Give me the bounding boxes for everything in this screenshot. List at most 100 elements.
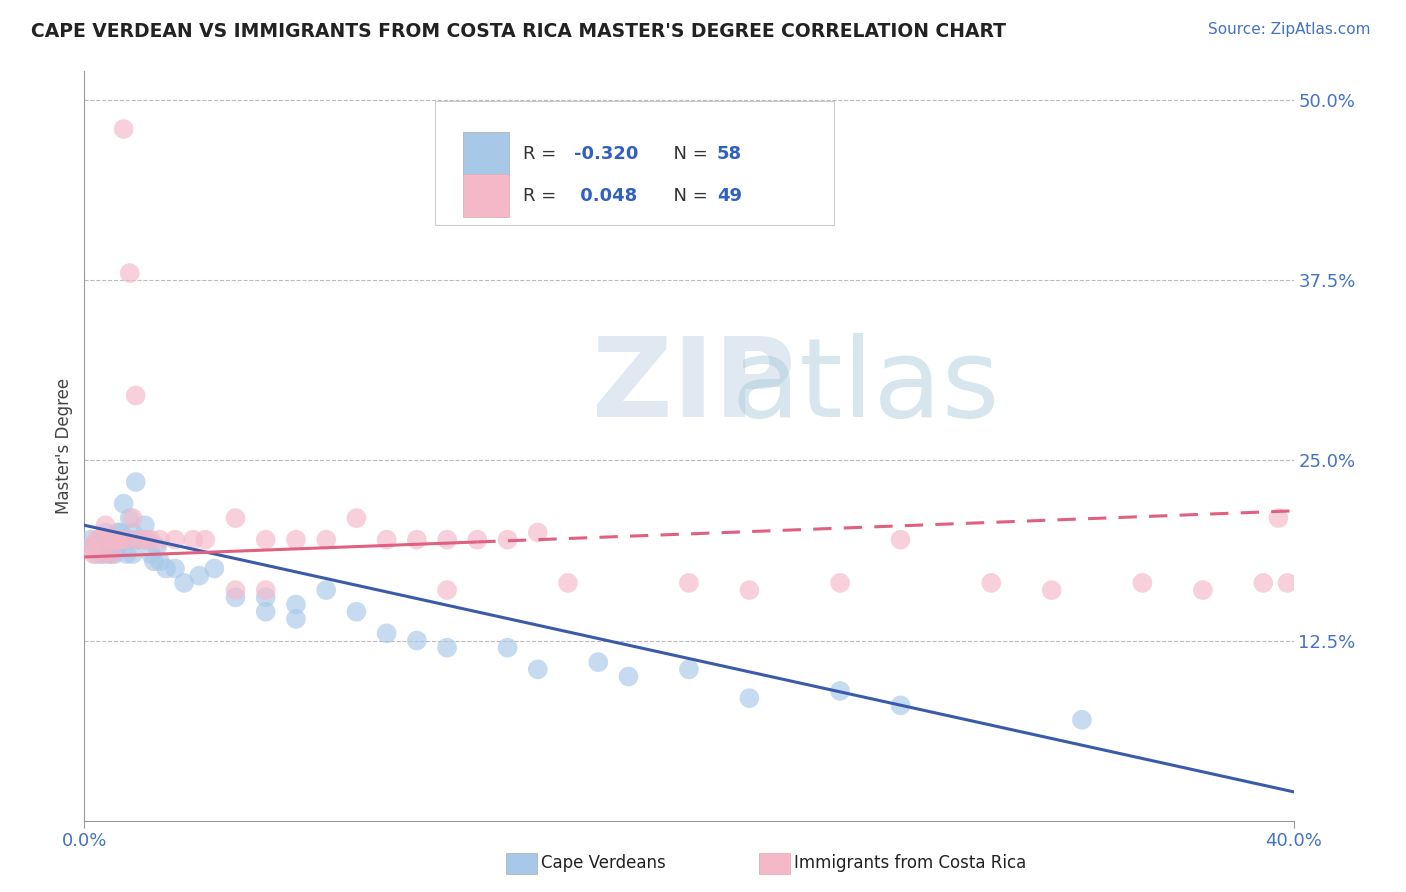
Y-axis label: Master's Degree: Master's Degree bbox=[55, 378, 73, 514]
Text: R =: R = bbox=[523, 145, 562, 163]
Point bbox=[115, 533, 138, 547]
Point bbox=[617, 669, 640, 683]
Point bbox=[225, 511, 247, 525]
Point bbox=[121, 525, 143, 540]
Point bbox=[406, 533, 429, 547]
Point bbox=[139, 547, 162, 561]
Point bbox=[134, 518, 156, 533]
Point bbox=[110, 533, 132, 547]
Point bbox=[112, 122, 135, 136]
Text: 58: 58 bbox=[717, 145, 742, 163]
Point bbox=[110, 533, 132, 547]
Point bbox=[1040, 583, 1063, 598]
Point bbox=[118, 511, 141, 525]
Point bbox=[112, 497, 135, 511]
Point bbox=[107, 533, 129, 547]
Point bbox=[89, 533, 111, 547]
Point bbox=[890, 698, 912, 713]
Point bbox=[1277, 575, 1299, 590]
Text: N =: N = bbox=[662, 186, 714, 204]
Point bbox=[107, 525, 129, 540]
Point bbox=[131, 533, 153, 547]
Point bbox=[155, 561, 177, 575]
Point bbox=[100, 547, 122, 561]
Point bbox=[181, 533, 204, 547]
Point bbox=[100, 533, 122, 547]
Point bbox=[1071, 713, 1094, 727]
Point bbox=[285, 533, 308, 547]
Point bbox=[1192, 583, 1215, 598]
Point bbox=[107, 540, 129, 554]
Point bbox=[1130, 575, 1153, 590]
Point bbox=[496, 533, 519, 547]
Point bbox=[830, 684, 852, 698]
Point bbox=[121, 547, 143, 561]
Point bbox=[436, 640, 458, 655]
Bar bbox=[463, 132, 509, 176]
Point bbox=[194, 533, 217, 547]
Point bbox=[557, 575, 579, 590]
Point bbox=[202, 561, 225, 575]
Point bbox=[125, 475, 148, 489]
Point bbox=[254, 533, 277, 547]
Point bbox=[830, 575, 852, 590]
Point bbox=[100, 547, 122, 561]
Point bbox=[118, 266, 141, 280]
Text: CAPE VERDEAN VS IMMIGRANTS FROM COSTA RICA MASTER'S DEGREE CORRELATION CHART: CAPE VERDEAN VS IMMIGRANTS FROM COSTA RI… bbox=[31, 22, 1005, 41]
Point bbox=[115, 547, 138, 561]
Point bbox=[104, 533, 127, 547]
Text: Cape Verdeans: Cape Verdeans bbox=[541, 855, 666, 872]
Point bbox=[188, 568, 211, 582]
Point bbox=[315, 583, 337, 598]
Point bbox=[149, 554, 172, 568]
Point bbox=[254, 605, 277, 619]
Point bbox=[128, 533, 150, 547]
Point bbox=[406, 633, 429, 648]
Point bbox=[139, 533, 162, 547]
Point bbox=[225, 591, 247, 605]
Point bbox=[165, 561, 187, 575]
Point bbox=[86, 547, 108, 561]
Point bbox=[738, 583, 761, 598]
Point bbox=[678, 662, 700, 676]
Point bbox=[436, 583, 458, 598]
Point bbox=[225, 583, 247, 598]
Point bbox=[173, 575, 195, 590]
Point bbox=[82, 547, 104, 561]
Point bbox=[285, 598, 308, 612]
Point bbox=[254, 591, 277, 605]
Point bbox=[94, 525, 117, 540]
Point bbox=[112, 533, 135, 547]
Bar bbox=[463, 174, 509, 218]
Point bbox=[104, 547, 127, 561]
Point bbox=[436, 533, 458, 547]
Point bbox=[467, 533, 489, 547]
Point bbox=[91, 547, 114, 561]
Point bbox=[121, 511, 143, 525]
Text: 49: 49 bbox=[717, 186, 742, 204]
Point bbox=[104, 533, 127, 547]
Text: Source: ZipAtlas.com: Source: ZipAtlas.com bbox=[1208, 22, 1371, 37]
Point bbox=[527, 525, 550, 540]
Point bbox=[128, 533, 150, 547]
Text: 0.048: 0.048 bbox=[574, 186, 637, 204]
Point bbox=[890, 533, 912, 547]
Point bbox=[89, 533, 111, 547]
Point bbox=[588, 655, 610, 669]
Text: -0.320: -0.320 bbox=[574, 145, 638, 163]
Point bbox=[134, 533, 156, 547]
Text: R =: R = bbox=[523, 186, 562, 204]
Point bbox=[86, 533, 108, 547]
Point bbox=[125, 388, 148, 402]
Point bbox=[346, 511, 368, 525]
Point bbox=[110, 525, 132, 540]
Point bbox=[375, 533, 398, 547]
Point bbox=[980, 575, 1002, 590]
Point bbox=[97, 533, 120, 547]
Point bbox=[346, 605, 368, 619]
Point bbox=[375, 626, 398, 640]
Point bbox=[678, 575, 700, 590]
Point bbox=[82, 540, 104, 554]
Point bbox=[115, 533, 138, 547]
Point bbox=[254, 583, 277, 598]
